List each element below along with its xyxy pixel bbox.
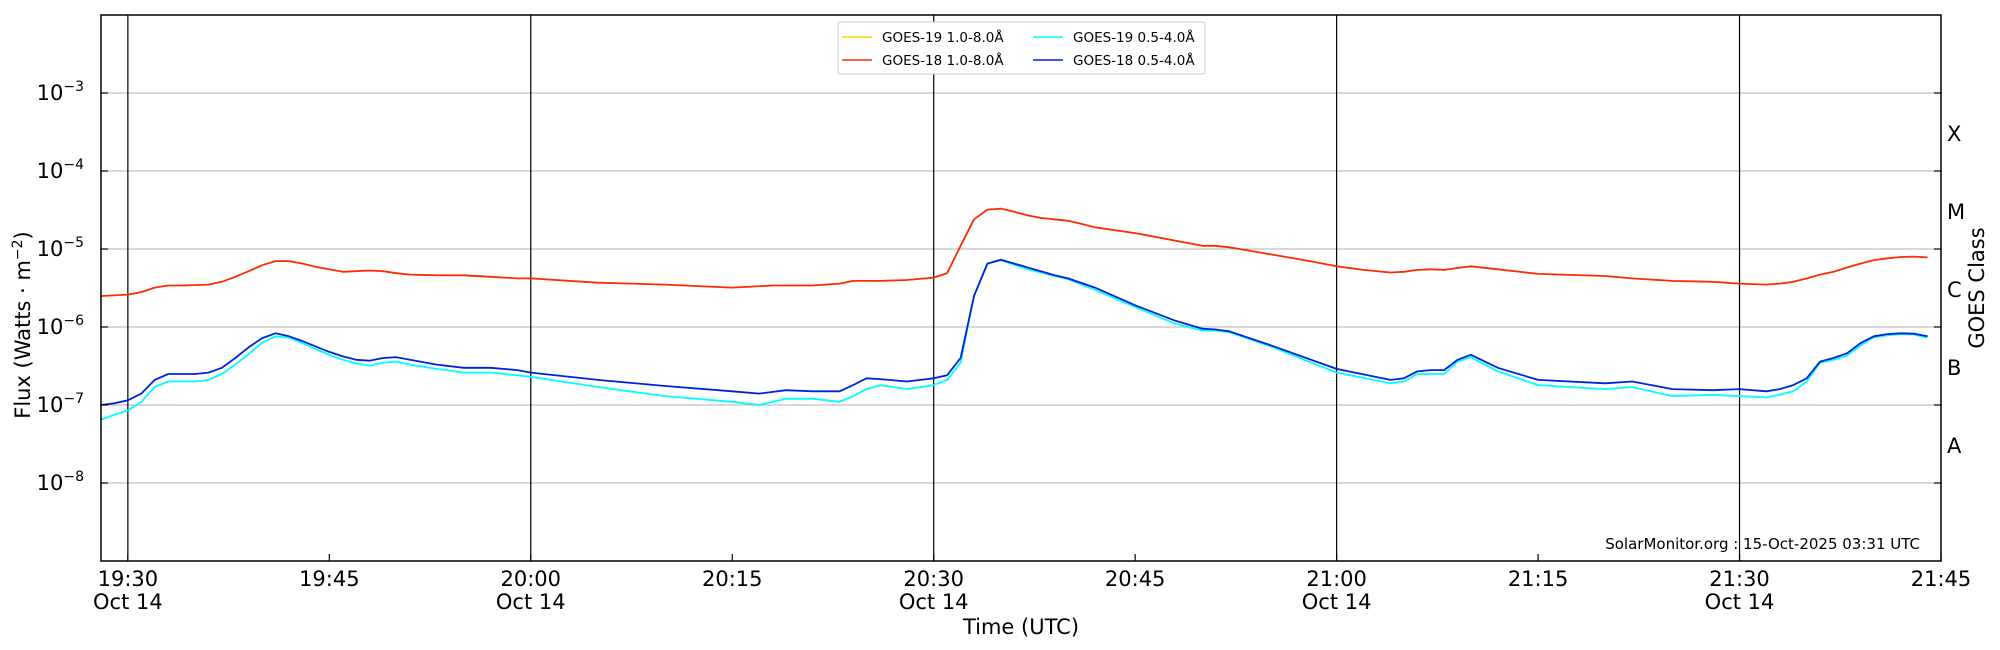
x-tick-label: 20:45 <box>1105 567 1166 591</box>
x-tick-label: 19:30 <box>98 567 159 591</box>
x-tick-label: 20:00 <box>501 567 562 591</box>
y-tick-label: 10−4 <box>37 157 84 183</box>
y-tick-label: 10−5 <box>37 235 84 261</box>
x-tick-label: 19:45 <box>299 567 360 591</box>
goes-class-label: C <box>1947 278 1962 302</box>
goes-class-axis: A B C M X <box>1947 122 1965 458</box>
x-tick-label: 21:15 <box>1508 567 1569 591</box>
x-tick-label: 21:30 <box>1709 567 1770 591</box>
x-tick-label: 20:15 <box>702 567 763 591</box>
goes-class-label: A <box>1947 434 1962 458</box>
x-tick-date-label: Oct 14 <box>1705 590 1775 614</box>
x-axis-title: Time (UTC) <box>962 615 1079 639</box>
y-axis-title: Flux (Watts · m−2) <box>10 231 35 419</box>
x-tick-date-label: Oct 14 <box>93 590 163 614</box>
legend-box <box>837 21 1206 75</box>
goes-class-label: B <box>1947 356 1961 380</box>
y-tick-label: 10−3 <box>37 79 84 105</box>
x-tick-label: 21:00 <box>1306 567 1367 591</box>
y-tick-label: 10−7 <box>37 391 84 417</box>
series-lines <box>100 207 1928 421</box>
legend-label-goes18-long: GOES-18 1.0-8.0Å <box>882 52 1004 69</box>
series-line-goes-18-1-0-8-0- <box>100 207 1928 297</box>
y-tick-label: 10−6 <box>37 313 84 339</box>
grid-lines <box>101 92 1941 484</box>
legend: GOES-19 1.0-8.0Å GOES-18 1.0-8.0Å GOES-1… <box>837 21 1206 75</box>
x-tick-label: 21:45 <box>1911 567 1972 591</box>
goes-class-label: M <box>1947 200 1965 224</box>
y-axis: 10−8 10−7 10−6 10−5 10−4 10−3 <box>37 79 1941 495</box>
plot-frame <box>100 14 1942 562</box>
goes-class-label: X <box>1947 122 1961 146</box>
legend-label-goes19-short: GOES-19 0.5-4.0Å <box>1073 29 1195 46</box>
credit-text: SolarMonitor.org : 15-Oct-2025 03:31 UTC <box>1605 535 1920 553</box>
legend-label-goes18-short: GOES-18 0.5-4.0Å <box>1073 52 1195 69</box>
x-tick-label: 20:30 <box>903 567 964 591</box>
x-tick-date-label: Oct 14 <box>899 590 969 614</box>
x-tick-date-label: Oct 14 <box>1302 590 1372 614</box>
series-line-goes-18-0-5-4-0- <box>100 258 1928 406</box>
goes-class-title: GOES Class <box>1965 227 1989 348</box>
series-line-goes-19-0-5-4-0- <box>100 259 1928 421</box>
y-tick-label: 10−8 <box>37 469 84 495</box>
x-tick-date-label: Oct 14 <box>496 590 566 614</box>
day-markers <box>127 15 1741 561</box>
legend-label-goes19-long: GOES-19 1.0-8.0Å <box>882 29 1004 46</box>
